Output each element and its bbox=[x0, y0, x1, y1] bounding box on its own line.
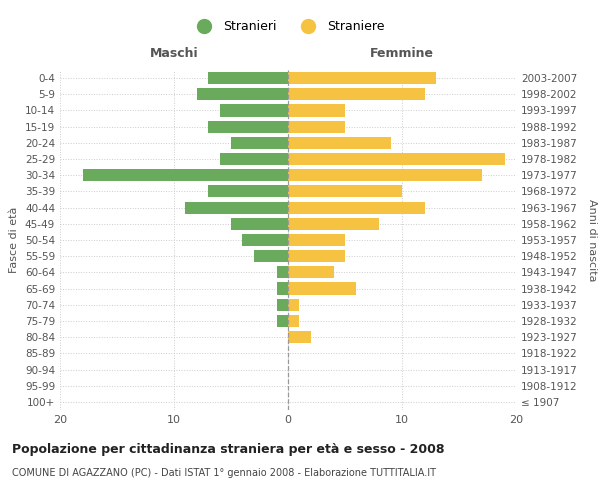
Bar bbox=[288, 234, 345, 246]
Bar bbox=[220, 153, 288, 165]
Bar bbox=[277, 315, 288, 327]
Bar bbox=[288, 120, 345, 132]
Bar bbox=[197, 88, 288, 101]
Bar bbox=[288, 153, 505, 165]
Bar bbox=[288, 186, 402, 198]
Bar bbox=[231, 137, 288, 149]
Bar bbox=[288, 72, 436, 84]
Bar bbox=[208, 186, 288, 198]
Bar bbox=[288, 104, 345, 117]
Bar bbox=[288, 315, 299, 327]
Bar bbox=[288, 137, 391, 149]
Bar bbox=[242, 234, 288, 246]
Bar bbox=[277, 266, 288, 278]
Text: Maschi: Maschi bbox=[149, 48, 199, 60]
Bar bbox=[288, 298, 299, 311]
Bar bbox=[288, 218, 379, 230]
Text: COMUNE DI AGAZZANO (PC) - Dati ISTAT 1° gennaio 2008 - Elaborazione TUTTITALIA.I: COMUNE DI AGAZZANO (PC) - Dati ISTAT 1° … bbox=[12, 468, 436, 477]
Bar bbox=[231, 218, 288, 230]
Bar bbox=[288, 331, 311, 343]
Text: Popolazione per cittadinanza straniera per età e sesso - 2008: Popolazione per cittadinanza straniera p… bbox=[12, 442, 445, 456]
Bar bbox=[288, 282, 356, 294]
Bar bbox=[288, 169, 482, 181]
Y-axis label: Anni di nascita: Anni di nascita bbox=[587, 198, 597, 281]
Bar bbox=[208, 72, 288, 84]
Legend: Stranieri, Straniere: Stranieri, Straniere bbox=[187, 15, 389, 38]
Bar bbox=[220, 104, 288, 117]
Y-axis label: Fasce di età: Fasce di età bbox=[10, 207, 19, 273]
Bar bbox=[288, 250, 345, 262]
Bar bbox=[254, 250, 288, 262]
Bar bbox=[83, 169, 288, 181]
Bar bbox=[288, 88, 425, 101]
Bar bbox=[208, 120, 288, 132]
Bar bbox=[288, 202, 425, 213]
Bar bbox=[277, 282, 288, 294]
Bar bbox=[288, 266, 334, 278]
Bar bbox=[277, 298, 288, 311]
Text: Femmine: Femmine bbox=[370, 48, 434, 60]
Bar bbox=[185, 202, 288, 213]
